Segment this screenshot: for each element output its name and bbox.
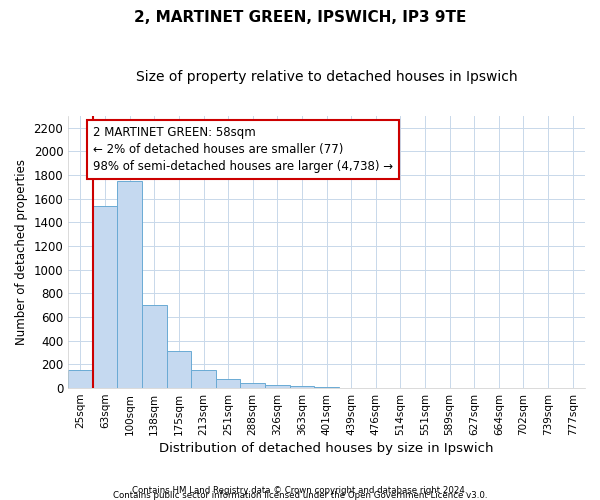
Bar — [314, 387, 339, 388]
Bar — [191, 370, 216, 388]
Bar — [216, 378, 241, 388]
Text: 2, MARTINET GREEN, IPSWICH, IP3 9TE: 2, MARTINET GREEN, IPSWICH, IP3 9TE — [134, 10, 466, 25]
Bar — [290, 386, 314, 388]
Bar — [167, 352, 191, 388]
Bar — [118, 181, 142, 388]
X-axis label: Distribution of detached houses by size in Ipswich: Distribution of detached houses by size … — [160, 442, 494, 455]
Bar — [68, 370, 93, 388]
Text: Contains public sector information licensed under the Open Government Licence v3: Contains public sector information licen… — [113, 491, 487, 500]
Title: Size of property relative to detached houses in Ipswich: Size of property relative to detached ho… — [136, 70, 517, 84]
Bar — [265, 385, 290, 388]
Y-axis label: Number of detached properties: Number of detached properties — [15, 159, 28, 345]
Bar — [142, 305, 167, 388]
Text: 2 MARTINET GREEN: 58sqm
← 2% of detached houses are smaller (77)
98% of semi-det: 2 MARTINET GREEN: 58sqm ← 2% of detached… — [93, 126, 394, 174]
Bar — [93, 206, 118, 388]
Text: Contains HM Land Registry data © Crown copyright and database right 2024.: Contains HM Land Registry data © Crown c… — [132, 486, 468, 495]
Bar — [241, 382, 265, 388]
